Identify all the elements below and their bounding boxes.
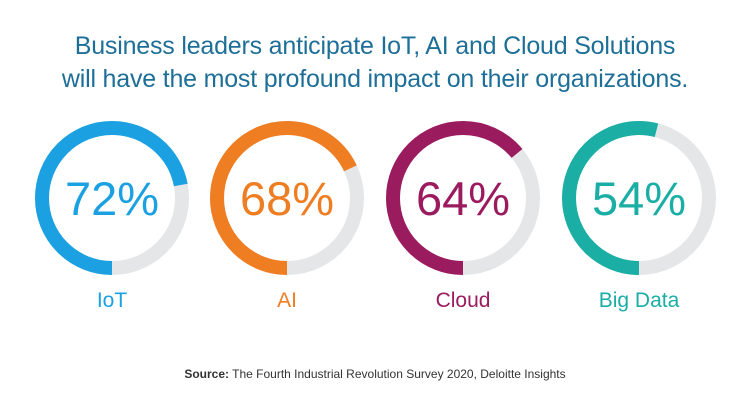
- source-label: Source:: [184, 367, 230, 381]
- donut-arc-ai: [210, 121, 364, 275]
- donut-value-cloud: 64%: [416, 172, 510, 225]
- chart-title-line-1: Business leaders anticipate IoT, AI and …: [74, 32, 676, 60]
- donut-value-iot: 72%: [65, 172, 159, 225]
- donut-label-cloud: Cloud: [436, 289, 491, 312]
- donut-arc-cloud: [386, 121, 540, 275]
- source-note: Source: The Fourth Industrial Revolution…: [0, 367, 750, 381]
- donut-value-ai: 68%: [240, 172, 334, 225]
- chart-title: Business leaders anticipate IoT, AI and …: [0, 30, 750, 96]
- donut-value-big-data: 54%: [592, 172, 686, 225]
- chart-title-line-2: will have the most profound impact on th…: [61, 65, 689, 93]
- source-text: The Fourth Industrial Revolution Survey …: [229, 367, 566, 381]
- donut-label-iot: IoT: [97, 289, 128, 312]
- donut-label-big-data: Big Data: [599, 289, 680, 312]
- donut-label-ai: AI: [277, 289, 297, 312]
- donut-arc-iot: [35, 121, 189, 275]
- donut-arc-big-data: [562, 121, 716, 275]
